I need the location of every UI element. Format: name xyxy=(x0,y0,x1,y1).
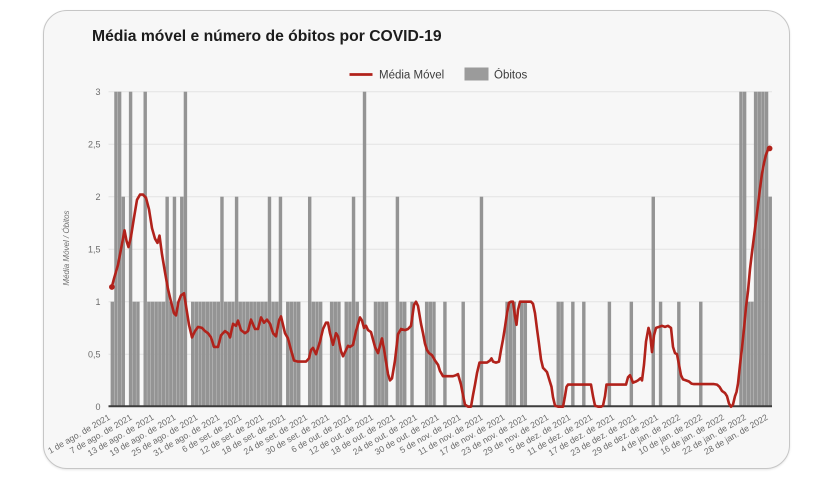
svg-text:1,5: 1,5 xyxy=(88,245,101,255)
svg-text:Média Móvel / Óbitos: Média Móvel / Óbitos xyxy=(62,210,71,285)
svg-text:Média Móvel: Média Móvel xyxy=(379,70,444,82)
svg-text:0,5: 0,5 xyxy=(88,350,101,360)
svg-text:2,5: 2,5 xyxy=(88,140,101,150)
svg-text:1: 1 xyxy=(95,297,100,307)
svg-text:0: 0 xyxy=(95,402,100,412)
svg-text:Óbitos: Óbitos xyxy=(494,69,527,82)
svg-text:2: 2 xyxy=(95,192,100,202)
svg-text:3: 3 xyxy=(95,87,100,97)
